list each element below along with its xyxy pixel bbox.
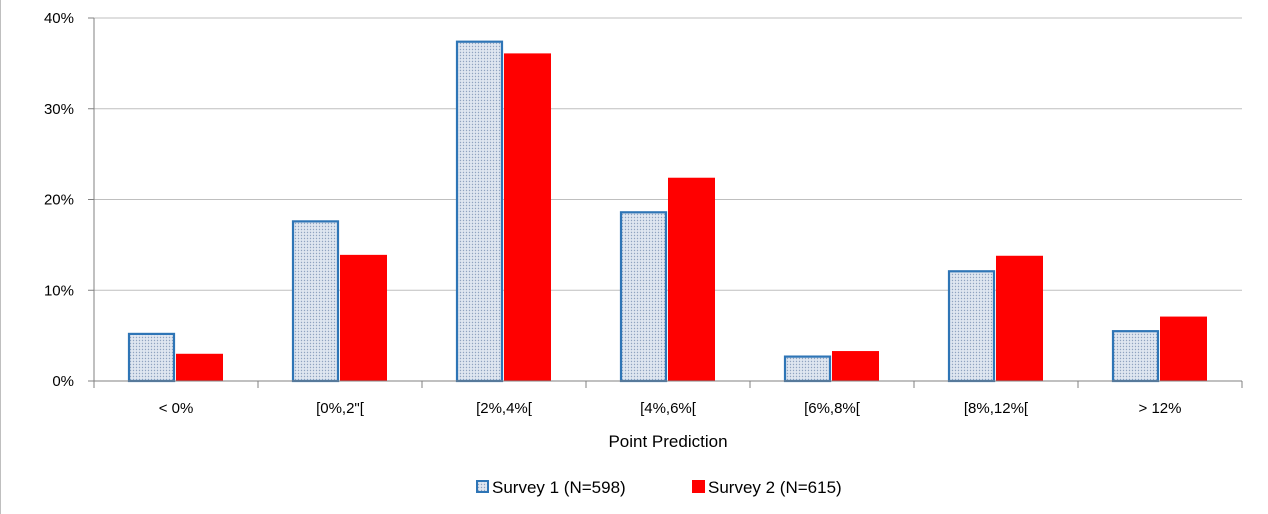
bar-survey-2 (176, 353, 223, 381)
bar-survey-1 (455, 40, 504, 383)
x-tick-label: [4%,6%[ (640, 400, 697, 417)
x-tick-label: [2%,4%[ (476, 400, 533, 417)
y-tick-label: 30% (44, 101, 74, 118)
legend-swatch-survey-1 (476, 480, 489, 493)
bar-survey-2 (996, 255, 1043, 381)
bar-survey-1 (127, 332, 176, 383)
y-tick-label: 10% (44, 282, 74, 299)
bar-survey-2 (832, 351, 879, 381)
bar-survey-1 (619, 211, 668, 383)
legend-swatch-survey-2 (692, 480, 705, 493)
legend: Survey 1 (N=598) Survey 2 (N=615) (476, 478, 842, 497)
x-tick-labels: < 0% [0%,2"[ [2%,4%[ [4%,6%[ [6%,8%[ [8%,12%[… (159, 400, 1182, 417)
x-tick-label: < 0% (159, 400, 194, 417)
bar-survey-2 (1160, 316, 1207, 381)
chart-frame-border (0, 0, 1, 514)
y-tick-label: 0% (52, 373, 74, 390)
bar-survey-1 (783, 355, 832, 383)
x-tick-label: [0%,2"[ (316, 400, 365, 417)
legend-label-survey-2: Survey 2 (N=615) (708, 478, 842, 497)
x-axis-title: Point Prediction (608, 432, 727, 451)
bar-survey-1 (291, 220, 340, 383)
axes (88, 17, 1243, 388)
y-tick-labels: 0% 10% 20% 30% 40% (44, 10, 74, 390)
bars (127, 40, 1207, 383)
legend-label-survey-1: Survey 1 (N=598) (492, 478, 626, 497)
bar-survey-2 (668, 177, 715, 381)
x-tick-label: > 12% (1139, 400, 1182, 417)
bar-survey-2 (504, 53, 551, 382)
x-tick-label: [8%,12%[ (964, 400, 1029, 417)
y-tick-label: 20% (44, 192, 74, 209)
bar-survey-1 (1111, 330, 1160, 383)
bar-survey-1 (947, 270, 996, 383)
bar-survey-2 (340, 254, 387, 381)
y-tick-label: 40% (44, 10, 74, 27)
x-tick-label: [6%,8%[ (804, 400, 861, 417)
